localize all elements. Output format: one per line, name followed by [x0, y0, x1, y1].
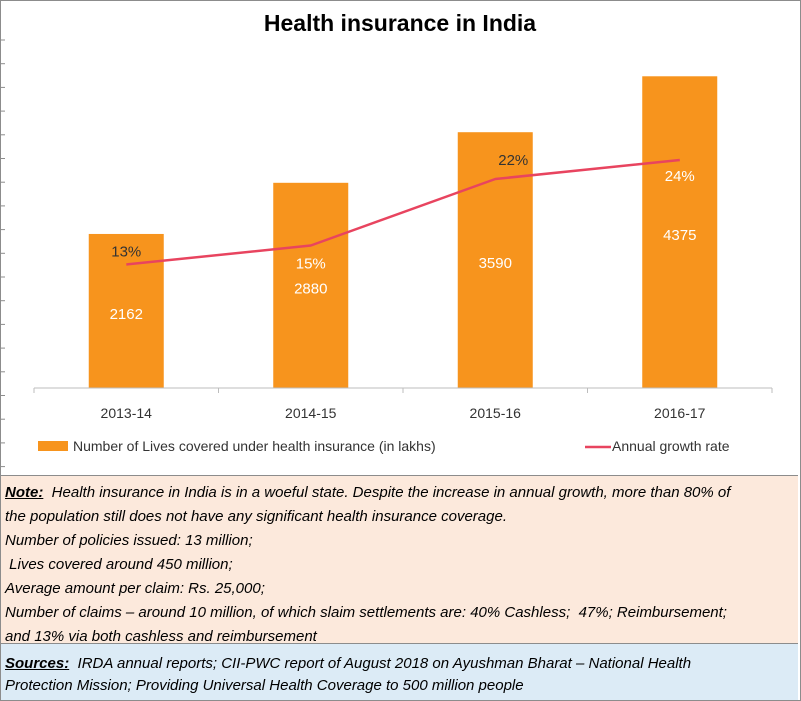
legend-line-label: Annual growth rate — [612, 438, 730, 454]
bar-value-label: 2162 — [110, 306, 143, 323]
bar-value-label: 3590 — [479, 255, 512, 272]
bar-value-label: 4375 — [663, 227, 696, 244]
legend-bar-label: Number of Lives covered under health ins… — [73, 438, 436, 454]
note-line-policies: Number of policies issued: 13 million; — [5, 532, 253, 549]
growth-rate-label: 15% — [296, 256, 326, 273]
x-tick-label: 2015-16 — [470, 405, 522, 421]
growth-rate-label: 24% — [665, 168, 695, 185]
x-tick-label: 2016-17 — [654, 405, 706, 421]
note-line-claims: Number of claims – around 10 million, of… — [5, 604, 727, 621]
note-line-lives: Lives covered around 450 million; — [5, 556, 233, 573]
bar — [457, 132, 533, 388]
chart: Health insurance in India 2162 2880 3590 43… — [0, 10, 773, 468]
bar — [642, 76, 718, 388]
growth-rate-line — [126, 158, 680, 266]
note-text-continued: the population still does not have any s… — [5, 508, 507, 525]
growth-rate-labels: 13% 15% 22% 24% — [111, 152, 695, 273]
note-text: Health insurance in India is in a woeful… — [51, 484, 731, 501]
legend-bar-swatch — [38, 441, 68, 451]
bar-value-labels: 2162 2880 3590 4375 — [110, 227, 697, 323]
x-tick-label: 2013-14 — [101, 405, 153, 421]
note-line-reimbursement: and 13% via both cashless and reimbursem… — [5, 628, 317, 645]
chart-title: Health insurance in India — [264, 10, 536, 36]
bar-value-label: 2880 — [294, 280, 327, 297]
left-edge-ticks — [0, 39, 5, 468]
bar — [273, 182, 349, 388]
x-tick-label: 2014-15 — [285, 405, 337, 421]
sources-box: Sources: IRDA annual reports; CII-PWC re… — [1, 644, 798, 700]
legend: Number of Lives covered under health ins… — [38, 438, 730, 454]
note-label: Note: — [5, 484, 44, 501]
x-ticks — [33, 388, 773, 393]
note-line-avg-claim: Average amount per claim: Rs. 25,000; — [5, 580, 265, 597]
growth-rate-label: 13% — [111, 244, 141, 261]
sources-text: IRDA annual reports; CII-PWC report of A… — [77, 655, 692, 672]
bar — [88, 233, 164, 388]
x-tick-labels: 2013-14 2014-15 2015-16 2016-17 — [101, 405, 706, 421]
note-box: Note: Health insurance in India is in a … — [1, 475, 798, 645]
growth-rate-label: 22% — [498, 152, 528, 169]
sources-label: Sources: — [5, 655, 70, 672]
bars — [88, 76, 718, 388]
sources-text-continued: Protection Mission; Providing Universal … — [5, 677, 524, 694]
